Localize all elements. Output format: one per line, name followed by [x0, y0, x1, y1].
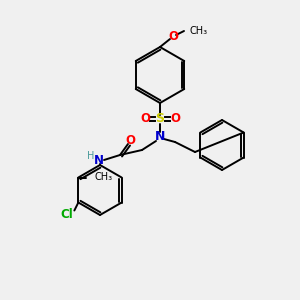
Text: O: O	[168, 29, 178, 43]
Text: O: O	[140, 112, 150, 125]
Text: CH₃: CH₃	[94, 172, 112, 182]
Text: N: N	[155, 130, 165, 143]
Text: Cl: Cl	[60, 208, 73, 221]
Text: O: O	[170, 112, 180, 125]
Text: CH₃: CH₃	[190, 26, 208, 36]
Text: S: S	[155, 112, 164, 125]
Text: H: H	[87, 151, 95, 161]
Text: O: O	[125, 134, 135, 148]
Text: N: N	[94, 154, 104, 166]
